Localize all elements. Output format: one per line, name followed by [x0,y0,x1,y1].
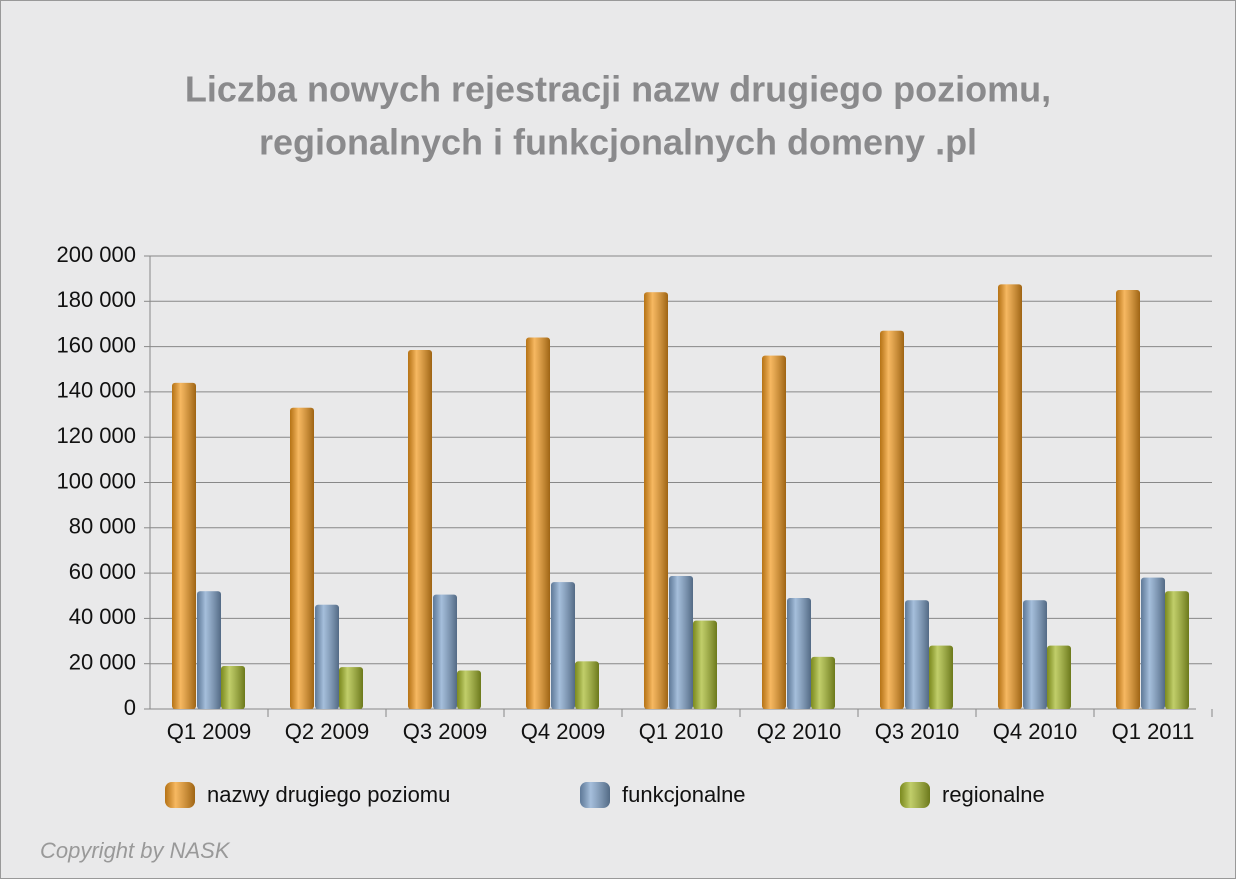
bar-shade [1141,577,1165,709]
x-tick-label: Q1 2009 [167,719,251,744]
bar-shade [998,284,1022,709]
bar-shade [811,656,835,709]
y-tick-label: 0 [124,695,136,720]
y-tick-label: 80 000 [69,514,136,539]
bar-shade [693,620,717,709]
legend-label: nazwy drugiego poziomu [207,782,450,807]
y-tick-label: 140 000 [56,378,136,403]
bar-shade [315,604,339,709]
y-tick-label: 160 000 [56,332,136,357]
bar-shade [787,598,811,709]
bar-shade [905,600,929,709]
bar-shade [1047,645,1071,709]
y-tick-label: 120 000 [56,423,136,448]
bar-shade [551,582,575,709]
x-tick-label: Q3 2010 [875,719,959,744]
bar-shade [457,670,481,709]
bar-shade [197,591,221,709]
bar-shade [1023,600,1047,709]
legend-label: funkcjonalne [622,782,746,807]
legend-shade [580,782,610,808]
bar-shade [575,661,599,709]
bar-shade [1165,591,1189,709]
legend-shade [165,782,195,808]
footer: Copyright by NASK [40,838,231,863]
legend-shade [900,782,930,808]
bar-shade [669,576,693,709]
y-tick-label: 100 000 [56,468,136,493]
bar-shade [1116,289,1140,709]
bar-shade [339,667,363,709]
bar-shade [433,594,457,709]
y-tick-label: 20 000 [69,650,136,675]
chart-title: regionalnych i funkcjonalnych domeny .pl [259,122,977,163]
x-tick-label: Q2 2009 [285,719,369,744]
legend-label: regionalne [942,782,1045,807]
x-tick-label: Q4 2009 [521,719,605,744]
bar-shade [408,349,432,709]
bar-shade [290,407,314,709]
bar-shade [762,355,786,709]
x-tick-label: Q3 2009 [403,719,487,744]
bar-shade [526,337,550,709]
bar-shade [221,665,245,709]
x-tick-label: Q4 2010 [993,719,1077,744]
x-tick-label: Q1 2010 [639,719,723,744]
y-tick-label: 60 000 [69,559,136,584]
y-tick-label: 200 000 [56,242,136,267]
bar-shade [929,645,953,709]
bar-shade [644,292,668,709]
y-tick-label: 180 000 [56,287,136,312]
chart-title: Liczba nowych rejestracji nazw drugiego … [185,69,1051,110]
bar-shade [172,382,196,709]
y-tick-label: 40 000 [69,604,136,629]
bar-shade [880,330,904,709]
x-tick-label: Q2 2010 [757,719,841,744]
x-tick-label: Q1 2011 [1112,719,1195,744]
